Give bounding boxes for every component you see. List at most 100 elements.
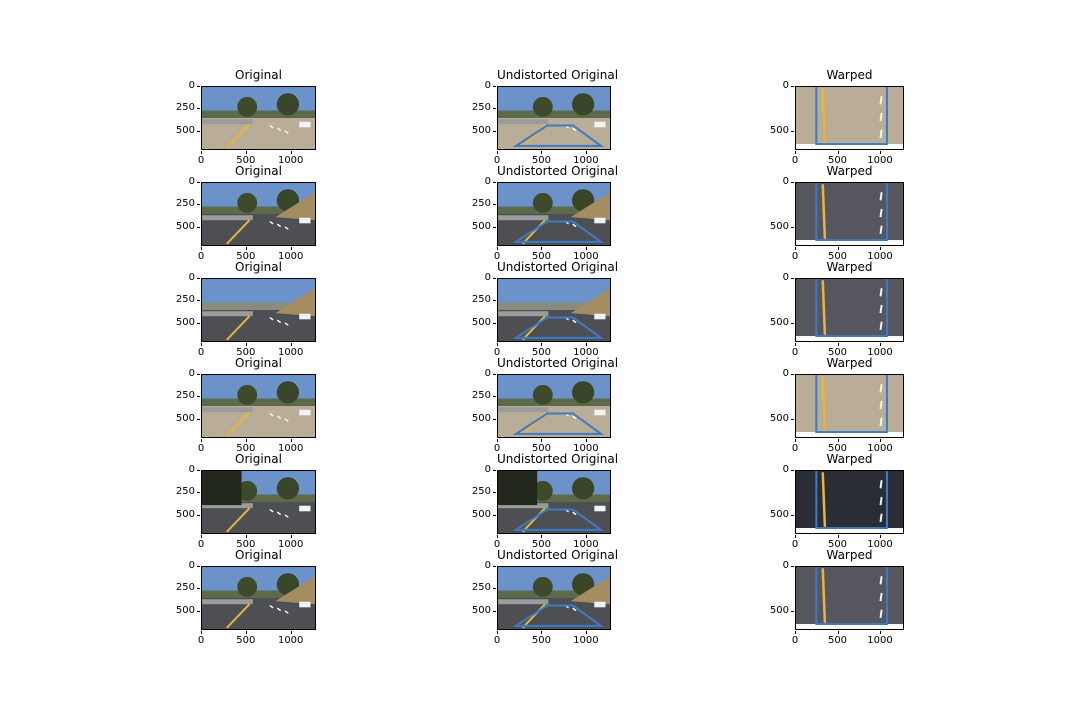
white-lane-dash <box>572 415 577 420</box>
y-tick-label: 500 <box>165 125 200 137</box>
x-tick-label: 1000 <box>271 439 311 455</box>
x-tick-label: 0 <box>477 535 517 551</box>
warped-image <box>795 470 904 534</box>
warped-yellow-lane <box>821 376 827 431</box>
x-tick-label: 500 <box>226 535 266 551</box>
x-tick-label: 500 <box>226 439 266 455</box>
y-tick-label: 500 <box>165 221 200 233</box>
destination-rect <box>815 279 888 338</box>
tree <box>532 96 553 117</box>
barrier <box>202 503 253 509</box>
x-tick-label: 1000 <box>860 439 900 455</box>
y-tick-label: 250 <box>165 582 200 594</box>
subplot-panel: Original 0 250 500 0 500 1000 <box>176 356 316 454</box>
subplot-panel: Warped 0 500 0 500 1000 <box>770 452 904 550</box>
x-tick-label: 1000 <box>271 343 311 359</box>
warped-white-dash <box>879 400 883 410</box>
undistorted-image <box>497 86 611 150</box>
white-lane-dash <box>572 511 577 516</box>
warped-white-dash <box>879 417 883 426</box>
y-tick-label: 0 <box>461 272 496 284</box>
white-lane-dash <box>269 220 274 225</box>
white-lane-dash <box>276 415 282 420</box>
x-tick-label: 500 <box>818 343 858 359</box>
horizon <box>202 206 315 214</box>
subplot-title: Warped <box>826 452 873 466</box>
y-tick-label: 500 <box>759 317 794 329</box>
y-tick-label: 0 <box>759 80 794 92</box>
y-tick-label: 0 <box>759 368 794 380</box>
y-tick-label: 0 <box>165 464 200 476</box>
white-lane-dash <box>276 223 282 228</box>
barrier <box>498 215 549 221</box>
original-image <box>201 374 316 438</box>
white-lane-dash <box>284 610 289 614</box>
x-tick-label: 500 <box>521 151 561 167</box>
car <box>594 121 606 128</box>
y-tick-label: 500 <box>759 221 794 233</box>
tree <box>532 192 553 213</box>
barrier <box>202 407 253 413</box>
tree <box>276 381 300 404</box>
yellow-lane-line <box>521 411 546 437</box>
y-tick-label: 500 <box>759 509 794 521</box>
subplot-title: Original <box>235 356 282 370</box>
y-tick-label: 0 <box>461 560 496 572</box>
y-tick-label: 0 <box>461 80 496 92</box>
x-tick-label: 0 <box>775 343 815 359</box>
warped-white-dash <box>879 225 883 234</box>
hillside <box>570 288 610 317</box>
white-lane-dash <box>284 322 289 326</box>
yellow-lane-line <box>226 603 251 629</box>
white-lane-dash <box>276 607 282 612</box>
car <box>594 601 606 608</box>
tree <box>237 480 258 501</box>
x-tick-label: 0 <box>775 535 815 551</box>
y-tick-label: 250 <box>165 486 200 498</box>
horizon <box>498 398 610 406</box>
x-tick-label: 0 <box>477 343 517 359</box>
x-tick-label: 0 <box>477 439 517 455</box>
subplot-panel: Undistorted Original 0 250 500 0 500 1000 <box>472 548 618 646</box>
y-tick-label: 0 <box>461 368 496 380</box>
x-tick-label: 1000 <box>860 631 900 647</box>
undistorted-image <box>497 374 611 438</box>
source-trapezoid <box>512 508 605 531</box>
original-image <box>201 182 316 246</box>
original-image <box>201 566 316 630</box>
subplot-title: Undistorted Original <box>497 260 619 274</box>
x-tick-label: 1000 <box>566 631 606 647</box>
y-tick-label: 0 <box>165 272 200 284</box>
car <box>299 217 311 224</box>
x-tick-label: 1000 <box>860 535 900 551</box>
source-trapezoid <box>512 124 605 147</box>
tree <box>571 477 595 500</box>
white-lane-dash <box>276 319 282 324</box>
horizon <box>498 494 610 502</box>
tree <box>571 381 595 404</box>
warped-white-dash <box>879 288 883 297</box>
y-tick-label: 250 <box>461 102 496 114</box>
y-tick-label: 500 <box>165 317 200 329</box>
x-tick-label: 0 <box>477 631 517 647</box>
y-tick-label: 500 <box>461 221 496 233</box>
warped-yellow-lane <box>821 280 827 335</box>
tree <box>571 93 595 116</box>
undistorted-image <box>497 566 611 630</box>
x-tick-label: 0 <box>181 151 221 167</box>
x-tick-label: 1000 <box>566 151 606 167</box>
y-tick-label: 0 <box>165 560 200 572</box>
subplot-panel: Undistorted Original 0 250 500 0 500 1000 <box>472 68 618 166</box>
x-tick-label: 500 <box>818 151 858 167</box>
y-tick-label: 0 <box>165 80 200 92</box>
horizon <box>202 302 315 310</box>
horizon <box>498 206 610 214</box>
original-image <box>201 86 316 150</box>
subplot-title: Warped <box>826 356 873 370</box>
subplot-panel: Undistorted Original 0 250 500 0 500 1000 <box>472 164 618 262</box>
x-tick-label: 1000 <box>271 631 311 647</box>
x-tick-label: 0 <box>477 151 517 167</box>
warped-image <box>795 374 904 438</box>
yellow-lane-line <box>226 315 251 341</box>
white-lane-dash <box>572 607 577 612</box>
